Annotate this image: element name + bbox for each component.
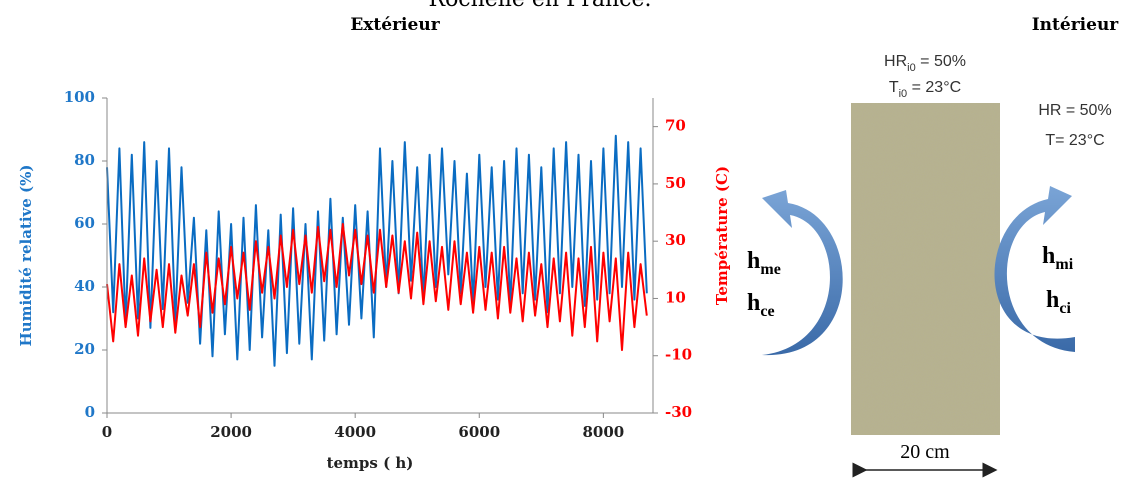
x-tick-label: 8000 (582, 423, 624, 441)
y-tick-label: 40 (74, 277, 95, 295)
caption: Rochelle en France. (429, 0, 652, 12)
interior-arrow (994, 186, 1075, 352)
y-tick-label: 0 (85, 403, 95, 421)
y2-tick-label: 30 (665, 231, 686, 249)
initial-humidity: HRi0 = 50% (884, 53, 966, 74)
x-tick-label: 0 (102, 423, 112, 441)
interior-temperature: T= 23°C (1045, 132, 1104, 149)
x-tick-label: 4000 (334, 423, 376, 441)
initial-temperature: Ti0 = 23°C (889, 79, 961, 100)
chart: 0 2000 4000 6000 8000 0 20 40 60 80 100 -30 -10 10 30 5… (17, 88, 731, 472)
series-line (106, 134, 648, 367)
x-tick-label: 6000 (458, 423, 500, 441)
h-ci: hci (1046, 287, 1071, 317)
h-me: hme (747, 248, 781, 278)
exterior-label: Extérieur (350, 15, 440, 35)
y2-tick-label: 10 (665, 288, 686, 306)
interior-label: Intérieur (1032, 15, 1120, 35)
y2-tick-label: -10 (665, 346, 692, 364)
h-ce: hce (747, 290, 775, 320)
y2-tick-label: -30 (665, 403, 692, 421)
interior-humidity: HR = 50% (1038, 102, 1111, 119)
y2-axis-label: Température (C) (713, 166, 731, 305)
x-axis-label: temps ( h) (327, 454, 414, 472)
h-mi: hmi (1042, 243, 1074, 273)
thickness-label: 20 cm (900, 441, 950, 463)
y-tick-label: 100 (64, 88, 95, 106)
series-line (106, 223, 648, 351)
y2-tick-label: 50 (665, 174, 686, 192)
x-tick-label: 2000 (210, 423, 252, 441)
y-tick-label: 60 (74, 214, 95, 232)
y-tick-label: 80 (74, 151, 95, 169)
y2-tick-label: 70 (665, 117, 686, 135)
y-tick-label: 20 (74, 340, 95, 358)
exterior-arrow (762, 190, 843, 356)
y-axis-label: Humidité relative (%) (17, 165, 35, 347)
wall (851, 103, 1000, 435)
